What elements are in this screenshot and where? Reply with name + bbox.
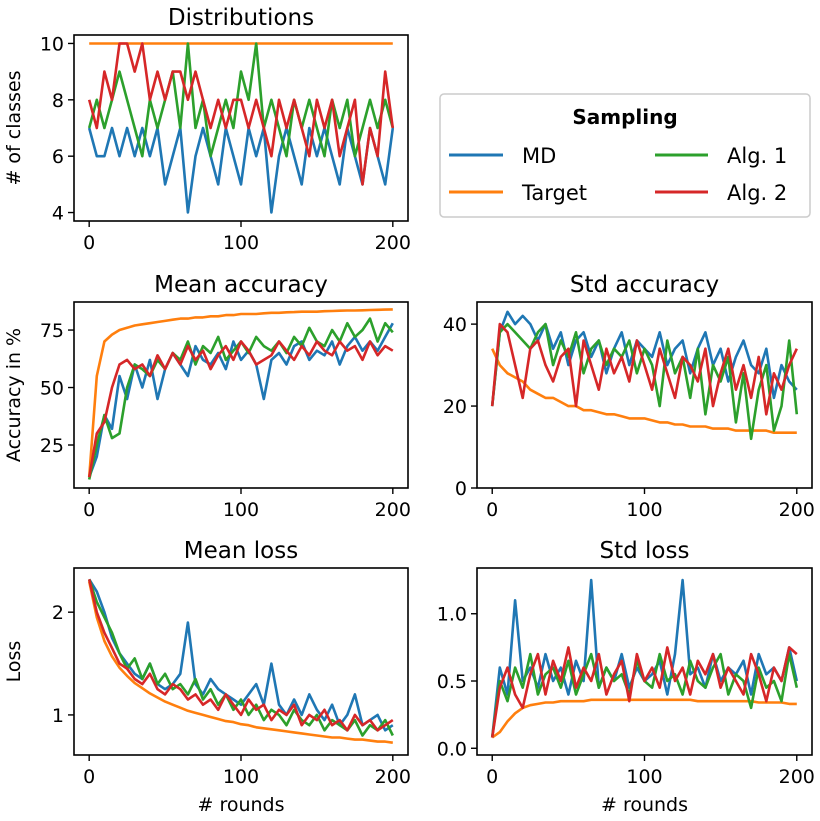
x-tick-label: 100: [626, 766, 662, 788]
legend-title: Sampling: [572, 105, 677, 129]
series-line-alg-2: [87, 579, 394, 732]
y-tick-label: 2: [52, 602, 64, 624]
legend-label-md: MD: [522, 144, 556, 168]
x-tick-label: 0: [486, 499, 498, 521]
subplot-title: Std loss: [600, 538, 690, 564]
y-axis-label: Loss: [3, 641, 25, 683]
y-axis-label: Accuracy in %: [3, 328, 25, 462]
subplot-std-accuracy: 0 100 200 0 20 40 Std accuracy: [443, 272, 815, 521]
subplot-mean-loss: 0 100 200 1 2 Mean loss # rounds Loss: [3, 538, 411, 816]
legend: Sampling MD Target Alg. 1 Alg. 2: [439, 93, 811, 218]
x-tick-label: 0: [83, 232, 95, 254]
x-tick-label: 100: [223, 499, 259, 521]
x-tick-label: 200: [375, 499, 411, 521]
legend-label-alg1: Alg. 1: [727, 144, 787, 168]
series-line-md: [88, 578, 394, 732]
legend-label-alg2: Alg. 2: [727, 181, 787, 205]
y-tick-label: 8: [52, 90, 64, 112]
subplot-mean-accuracy: 0 100 200 25 50 75 Mean accuracy Accuracy in %: [3, 272, 411, 521]
y-tick-label: 40: [443, 314, 467, 336]
x-tick-label: 0: [83, 499, 95, 521]
y-tick-label: 10: [40, 33, 64, 55]
y-tick-label: 1.0: [437, 604, 467, 626]
y-tick-label: 50: [40, 378, 64, 400]
series-group: [87, 308, 394, 480]
x-tick-label: 200: [375, 766, 411, 788]
subplot-title: Mean loss: [184, 538, 298, 564]
y-tick-label: 25: [40, 435, 64, 457]
axes-frame: [476, 301, 813, 489]
series-line-target: [491, 698, 797, 739]
y-tick-label: 20: [443, 396, 467, 418]
subplot-title: Mean accuracy: [154, 272, 328, 298]
legend-label-target: Target: [521, 181, 587, 205]
series-line-alg-1: [87, 578, 394, 737]
x-tick-label: 0: [83, 766, 95, 788]
y-tick-label: 0.5: [437, 671, 467, 693]
y-axis-label: # of classes: [3, 70, 25, 185]
series-group: [490, 578, 799, 739]
x-axis-label: # rounds: [197, 794, 284, 816]
y-tick-label: 6: [52, 146, 64, 168]
series-line-alg-2: [87, 42, 395, 186]
series-line-alg-1: [87, 42, 395, 158]
series-line-alg-1: [490, 322, 799, 441]
legend-box: [439, 93, 811, 218]
y-tick-label: 4: [52, 203, 64, 225]
y-tick-label: 1: [52, 705, 64, 727]
series-line-alg-2: [490, 646, 798, 738]
series-line-md: [87, 126, 395, 214]
x-tick-label: 200: [779, 766, 815, 788]
x-tick-label: 200: [375, 232, 411, 254]
x-tick-label: 100: [626, 499, 662, 521]
y-tick-label: 75: [40, 320, 64, 342]
x-axis-label: # rounds: [601, 794, 688, 816]
series-group: [87, 42, 395, 214]
series-line-md: [87, 322, 394, 478]
series-line-target: [87, 581, 393, 744]
subplot-distributions: 0 100 200 4 6 8 10 Distributions # of classes: [3, 5, 411, 254]
x-tick-label: 100: [223, 766, 259, 788]
y-tick-label: 0.0: [437, 738, 467, 760]
series-group: [490, 310, 799, 441]
subplot-title: Std accuracy: [570, 272, 719, 298]
x-tick-label: 0: [486, 766, 498, 788]
subplot-title: Distributions: [168, 5, 314, 31]
series-group: [87, 578, 394, 744]
series-line-alg-2: [87, 340, 394, 478]
x-tick-label: 100: [223, 232, 259, 254]
series-line-target: [491, 348, 797, 435]
series-line-alg-2: [490, 322, 798, 416]
x-tick-label: 200: [779, 499, 815, 521]
subplot-std-loss: 0 100 200 0.0 0.5 1.0 Std loss # rounds: [437, 538, 815, 816]
series-line-target: [87, 308, 393, 478]
y-tick-label: 0: [455, 478, 467, 500]
